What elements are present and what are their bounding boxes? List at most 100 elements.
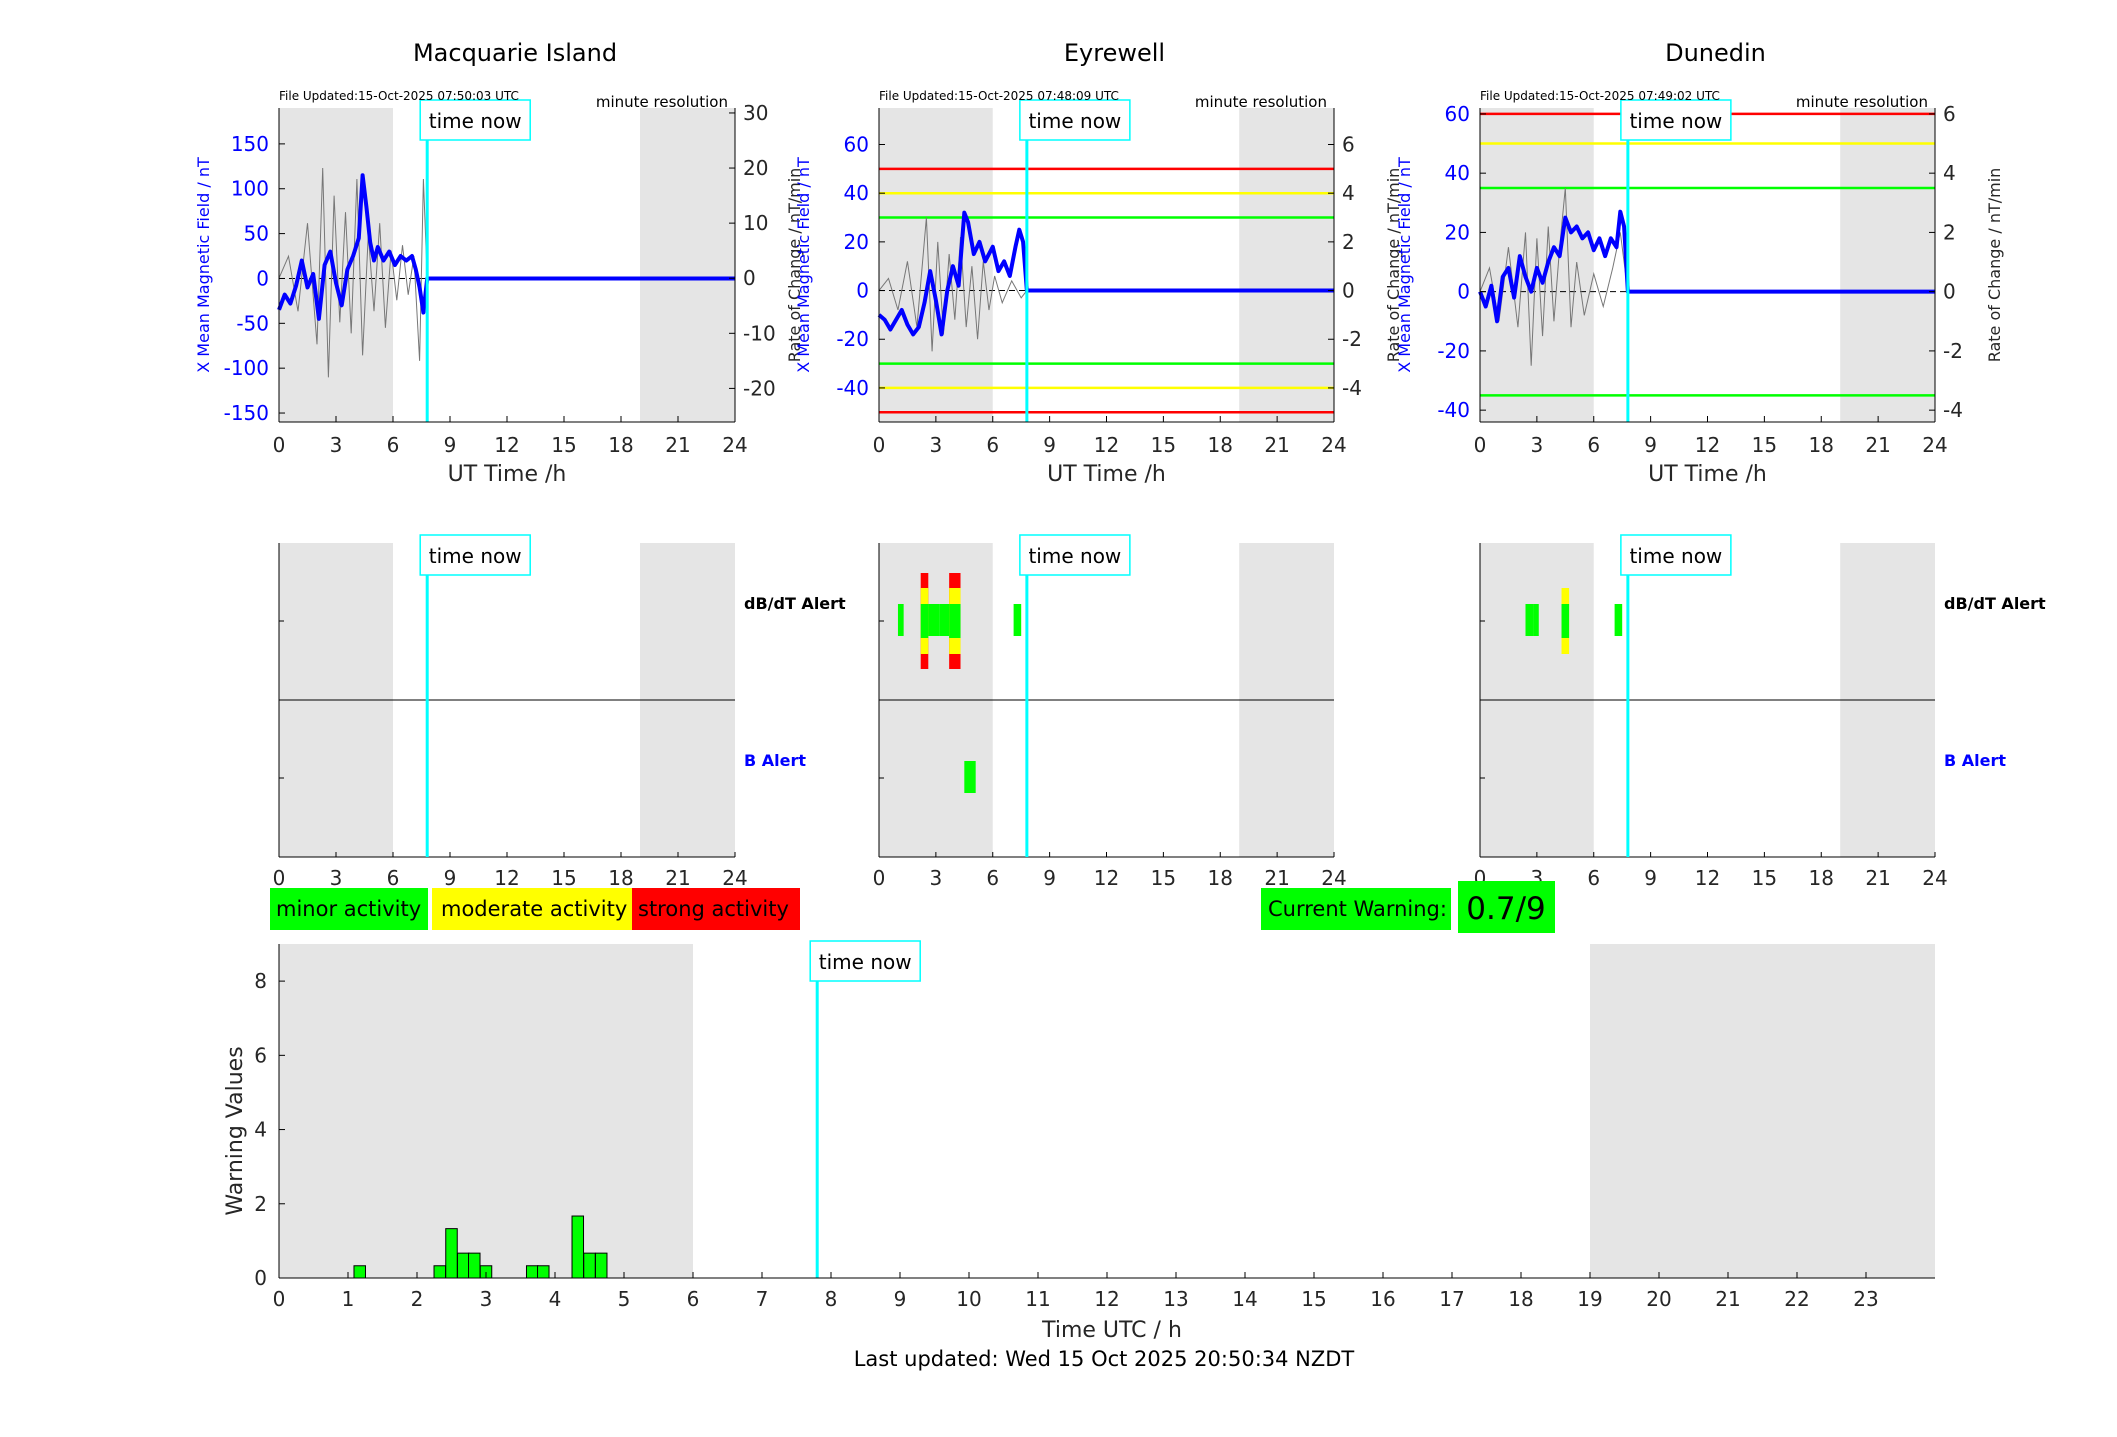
file-updated: File Updated:15-Oct-2025 07:48:09 UTC xyxy=(879,89,1119,103)
warning-bar xyxy=(537,1265,550,1279)
x-axis-title: UT Time /h xyxy=(1047,462,1166,487)
x-tick-label: 15 xyxy=(1752,866,1777,890)
night-shade xyxy=(640,108,735,422)
warning-bar xyxy=(468,1252,481,1279)
y-tick-label: 8 xyxy=(254,969,267,993)
y-tick-label-right: -2 xyxy=(1342,327,1362,351)
current-warning-value: 0.7/9 xyxy=(1466,891,1545,927)
x-tick-label: 9 xyxy=(1644,433,1657,457)
y-tick-label-left: -50 xyxy=(236,311,269,335)
dbdt-alert-label: dB/dT Alert xyxy=(744,594,846,613)
x-tick-label: 14 xyxy=(1232,1287,1257,1311)
y-tick-label: 2 xyxy=(254,1192,267,1216)
x-tick-label: 12 xyxy=(1695,433,1720,457)
y-tick-label-right: -10 xyxy=(743,321,776,345)
b-alert-label: B Alert xyxy=(1944,751,2006,770)
y-tick-label-right: 20 xyxy=(743,156,768,180)
legend-minor-swatch xyxy=(270,888,428,930)
x-tick-label: 15 xyxy=(551,866,576,890)
x-tick-label: 24 xyxy=(722,433,747,457)
alert-panels: time now 0 3 6 9 12 15 18 21 24 dB/dT Alert B Alert… xyxy=(273,534,2046,890)
x-tick-label: 15 xyxy=(551,433,576,457)
x-tick-label: 6 xyxy=(687,1287,700,1311)
time-now-label: time now xyxy=(1028,544,1121,568)
warning-bar xyxy=(353,1265,366,1279)
time-now-label: time now xyxy=(819,950,912,974)
x-tick-label: 21 xyxy=(1264,866,1289,890)
x-tick-label: 24 xyxy=(1922,866,1947,890)
time-now-label-box xyxy=(1620,534,1732,576)
y-tick-label-left: 60 xyxy=(1445,102,1470,126)
time-now-label: time now xyxy=(1028,109,1121,133)
x-tick-label: 18 xyxy=(1809,866,1834,890)
dbdt-alert-minor xyxy=(1533,604,1539,636)
current-warning: Current Warning: 0.7/9 xyxy=(1261,881,1555,933)
time-now-label: time now xyxy=(429,109,522,133)
warning-bar xyxy=(571,1215,585,1279)
x-tick-label: 6 xyxy=(986,866,999,890)
b-alert-minor xyxy=(964,761,976,793)
current-warning-label: Current Warning: xyxy=(1268,897,1447,921)
x-tick-label: 15 xyxy=(1151,866,1176,890)
x-tick-label: 18 xyxy=(608,433,633,457)
x-tick-label: 5 xyxy=(618,1287,631,1311)
night-shade xyxy=(1840,108,1935,422)
current-warning-value-box xyxy=(1458,881,1555,933)
dbdt-alert-minor xyxy=(897,604,904,636)
dbdt-alert-minor xyxy=(939,604,950,636)
x-tick-label: 6 xyxy=(387,433,400,457)
y-tick-label-left: -40 xyxy=(1437,398,1470,422)
file-updated: File Updated:15-Oct-2025 07:49:02 UTC xyxy=(1480,89,1720,103)
night-shade xyxy=(1480,108,1594,422)
dbdt-alert-minor xyxy=(949,604,961,638)
current-warning-box xyxy=(1261,888,1451,930)
dbdt-alert-minor xyxy=(1525,604,1534,636)
x-tick-label: 6 xyxy=(387,866,400,890)
x-axis-title: UT Time /h xyxy=(1648,462,1767,487)
x-tick-label: 18 xyxy=(1809,433,1834,457)
x-tick-label: 3 xyxy=(330,433,343,457)
activity-legend: minor activity moderate activity strong … xyxy=(270,888,800,930)
y-tick-label-left: -100 xyxy=(224,356,269,380)
x-tick-label: 9 xyxy=(1043,866,1056,890)
y-axis-title-left: X Mean Magnetic Field / nT xyxy=(194,157,213,373)
y-tick-label-left: 50 xyxy=(244,222,269,246)
station-title: Macquarie Island xyxy=(413,39,617,67)
x-tick-label: 6 xyxy=(986,433,999,457)
x-tick-label: 0 xyxy=(873,433,886,457)
dbdt-alert-label: dB/dT Alert xyxy=(1944,594,2046,613)
warning-bar xyxy=(594,1252,608,1279)
x-tick-label: 9 xyxy=(1043,433,1056,457)
file-updated: File Updated:15-Oct-2025 07:50:03 UTC xyxy=(279,89,519,103)
y-tick-label-left: 40 xyxy=(1445,161,1470,185)
y-tick-label-left: 0 xyxy=(1457,280,1470,304)
dbdt-alert-minor xyxy=(1614,604,1623,636)
x-tick-label: 0 xyxy=(873,866,886,890)
minute-resolution: minute resolution xyxy=(596,93,728,111)
y-tick-label-left: -150 xyxy=(224,401,269,425)
x-tick-label: 11 xyxy=(1025,1287,1050,1311)
x-tick-label: 19 xyxy=(1577,1287,1602,1311)
x-tick-label: 3 xyxy=(930,866,943,890)
time-now-label-box xyxy=(1620,99,1732,141)
warning-bar xyxy=(433,1265,447,1279)
minute-resolution: minute resolution xyxy=(1796,93,1928,111)
x-tick-label: 24 xyxy=(722,866,747,890)
y-tick-label-right: 2 xyxy=(1342,230,1355,254)
y-tick-label-right: -4 xyxy=(1943,398,1963,422)
warning-bar xyxy=(525,1265,539,1279)
x-tick-label: 22 xyxy=(1784,1287,1809,1311)
x-tick-label: 21 xyxy=(665,866,690,890)
y-axis-title-right: Rate of Change / nT/min xyxy=(1985,168,2004,363)
legend-minor-label: minor activity xyxy=(276,897,421,921)
x-tick-label: 13 xyxy=(1163,1287,1188,1311)
y-tick-label-right: -2 xyxy=(1943,339,1963,363)
x-tick-label: 12 xyxy=(1094,433,1119,457)
magnetic-field-series xyxy=(877,210,1334,337)
y-axis-title: Warning Values xyxy=(223,1046,248,1215)
y-tick-label: 4 xyxy=(254,1118,267,1142)
legend-moderate-label: moderate activity xyxy=(441,897,627,921)
x-tick-label: 15 xyxy=(1151,433,1176,457)
